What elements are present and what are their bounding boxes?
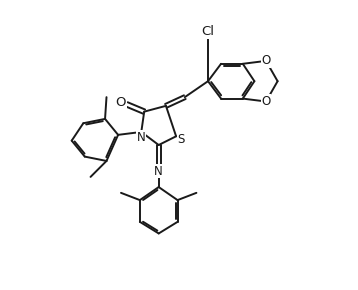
Text: Cl: Cl: [202, 26, 214, 38]
Text: N: N: [137, 131, 146, 144]
Text: O: O: [261, 55, 271, 67]
Text: S: S: [178, 133, 185, 146]
Text: O: O: [261, 95, 271, 108]
Text: O: O: [116, 97, 126, 109]
Text: N: N: [154, 165, 163, 177]
